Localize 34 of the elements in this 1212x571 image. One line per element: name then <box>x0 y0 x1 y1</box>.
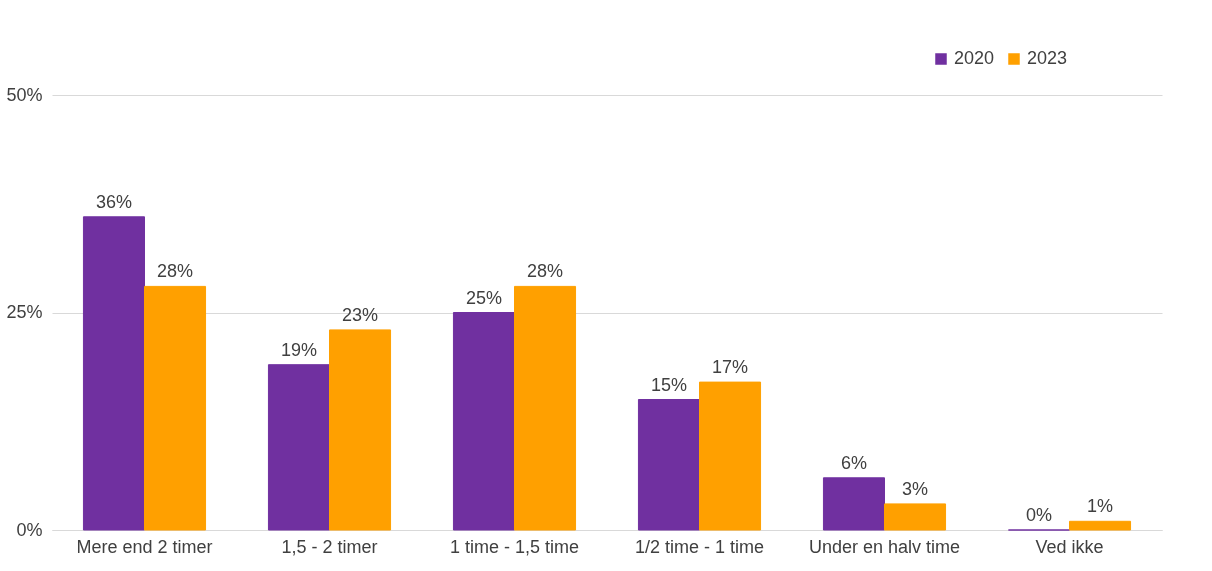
x-tick-label: Mere end 2 timer <box>76 536 213 557</box>
bar <box>82 216 145 531</box>
data-label: 28% <box>527 261 564 282</box>
x-tick-label: 1 time - 1,5 time <box>449 536 580 557</box>
data-label: 28% <box>157 261 194 282</box>
data-label: 3% <box>902 478 929 499</box>
bar <box>637 399 700 531</box>
x-tick-label: 1/2 time - 1 time <box>634 536 765 557</box>
data-label: 19% <box>280 339 317 360</box>
legend-label: 2023 <box>1027 48 1068 68</box>
y-tick-label: 50% <box>6 84 43 105</box>
data-label: 25% <box>465 287 502 308</box>
bar <box>329 329 392 531</box>
data-label: 36% <box>95 191 132 212</box>
bar <box>699 381 762 531</box>
data-label: 1% <box>1087 496 1114 517</box>
data-label: 0% <box>1025 505 1052 525</box>
data-label: 17% <box>712 357 749 378</box>
bar <box>514 285 577 531</box>
y-tick-label: 0% <box>16 519 43 540</box>
legend-label: 2020 <box>954 48 995 68</box>
bar <box>884 503 947 531</box>
x-tick-label: Ved ikke <box>1035 536 1104 557</box>
y-tick-label: 25% <box>6 302 43 322</box>
bar <box>144 285 207 531</box>
data-label: 6% <box>840 452 867 473</box>
bar <box>822 477 885 531</box>
data-label: 23% <box>342 304 379 325</box>
bar <box>267 364 330 531</box>
bar <box>1069 520 1132 531</box>
x-tick-label: 1,5 - 2 timer <box>281 536 378 557</box>
x-tick-label: Under en halv time <box>808 536 961 557</box>
data-label: 15% <box>650 374 687 395</box>
bar <box>452 312 515 531</box>
